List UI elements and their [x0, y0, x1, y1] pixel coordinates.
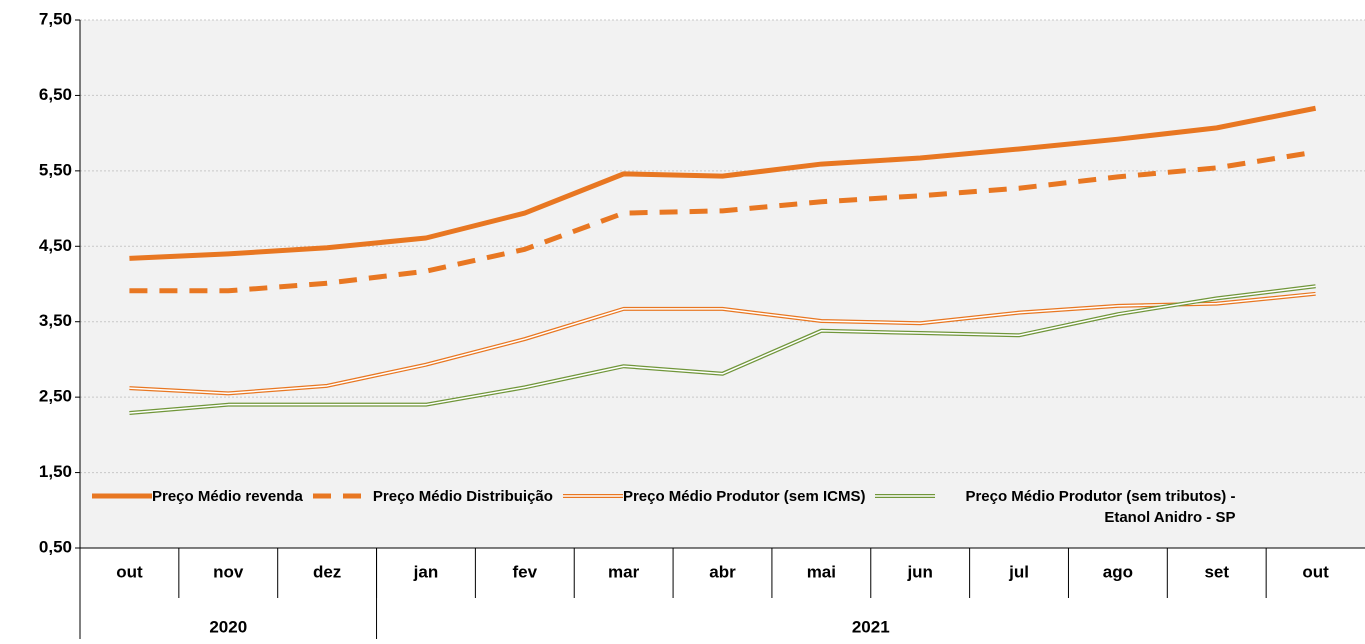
x-tick-label: mai	[807, 562, 836, 581]
y-tick-label: 0,50	[39, 537, 72, 556]
legend-swatch	[562, 494, 623, 498]
legend-label: Preço Médio Distribuição	[372, 488, 553, 505]
y-tick-label: 2,50	[39, 387, 72, 406]
legend-swatch	[92, 493, 152, 499]
legend-swatch	[875, 494, 936, 498]
x-tick-label: fev	[513, 562, 538, 581]
series-line-inner	[129, 293, 1316, 395]
plot-area	[80, 20, 1365, 548]
series-line	[129, 105, 1317, 261]
series-line-inner	[129, 285, 1316, 414]
legend-label: Preço Médio Produtor (sem tributos) - Et…	[965, 488, 1236, 526]
legend-swatch	[312, 493, 373, 499]
x-tick-label: jul	[1008, 562, 1029, 581]
y-tick-label: 3,50	[39, 311, 72, 330]
x-tick-label: out	[1302, 562, 1329, 581]
x-tick-label: abr	[709, 562, 736, 581]
legend-item: Preço Médio Produtor (sem tributos) - Et…	[875, 486, 1235, 528]
legend-item: Preço Médio revenda	[92, 486, 303, 507]
y-tick-label: 6,50	[39, 85, 72, 104]
y-tick-label: 1,50	[39, 462, 72, 481]
y-tick-label: 7,50	[39, 9, 72, 28]
x-tick-label: out	[116, 562, 143, 581]
x-tick-label: ago	[1103, 562, 1133, 581]
x-tick-label: nov	[213, 562, 244, 581]
legend: Preço Médio revenda Preço Médio Distribui…	[92, 486, 1362, 528]
legend-item: Preço Médio Produtor (sem ICMS)	[562, 486, 866, 507]
legend-label: Preço Médio revenda	[152, 488, 303, 505]
x-tick-label: jan	[413, 562, 439, 581]
x-tick-label: jun	[906, 562, 933, 581]
y-tick-label: 4,50	[39, 236, 72, 255]
legend-item: Preço Médio Distribuição	[312, 486, 553, 507]
legend-label: Preço Médio Produtor (sem ICMS)	[622, 488, 866, 505]
group-label: 2021	[852, 617, 890, 636]
group-label: 2020	[209, 617, 247, 636]
series-line	[129, 149, 1316, 294]
y-tick-label: 5,50	[39, 160, 72, 179]
x-tick-label: mar	[608, 562, 640, 581]
x-tick-label: set	[1204, 562, 1229, 581]
x-tick-label: dez	[313, 562, 341, 581]
